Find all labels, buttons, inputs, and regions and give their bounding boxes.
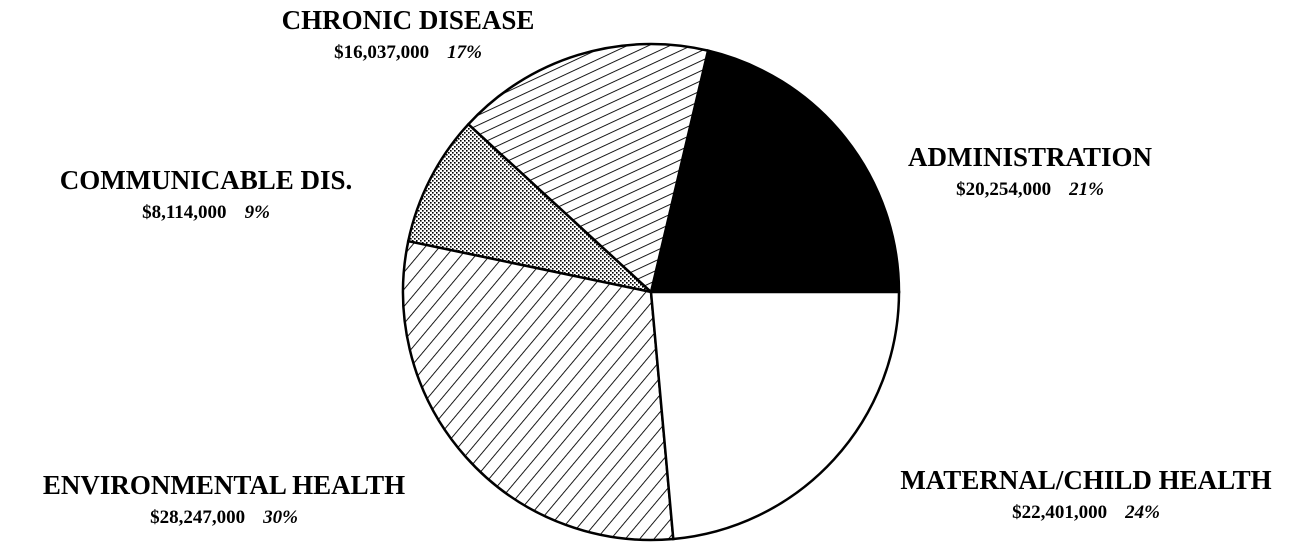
percent-label: 24%: [1124, 502, 1160, 523]
amount-label: $16,037,000: [334, 42, 429, 63]
slice-value-label: $28,247,000 30%: [150, 507, 298, 528]
amount-label: $22,401,000: [1012, 502, 1107, 523]
slice-value-label: $16,037,000 17%: [334, 42, 482, 63]
percent-label: 9%: [245, 202, 270, 223]
pie-slice: [406, 122, 656, 295]
pie-slice: [649, 49, 901, 294]
amount-label: $28,247,000: [150, 507, 245, 528]
pie-slice: [649, 290, 901, 541]
slice-value-label: $20,254,000 21%: [956, 179, 1104, 200]
slice-label: CHRONIC DISEASE: [282, 5, 535, 35]
slice-label: COMMUNICABLE DIS.: [60, 165, 353, 195]
percent-label: 17%: [447, 42, 482, 63]
slice-label: ENVIRONMENTAL HEALTH: [43, 470, 405, 500]
slice-label: ADMINISTRATION: [908, 142, 1153, 172]
amount-label: $8,114,000: [142, 202, 226, 223]
percent-label: 21%: [1068, 179, 1104, 200]
amount-label: $20,254,000: [956, 179, 1051, 200]
percent-label: 30%: [262, 507, 298, 528]
slice-value-label: $8,114,000 9%: [142, 202, 270, 223]
pie-slice: [401, 239, 675, 542]
pie-slice: [466, 42, 710, 295]
slice-label: MATERNAL/CHILD HEALTH: [900, 465, 1271, 495]
slice-value-label: $22,401,000 24%: [1012, 502, 1160, 523]
